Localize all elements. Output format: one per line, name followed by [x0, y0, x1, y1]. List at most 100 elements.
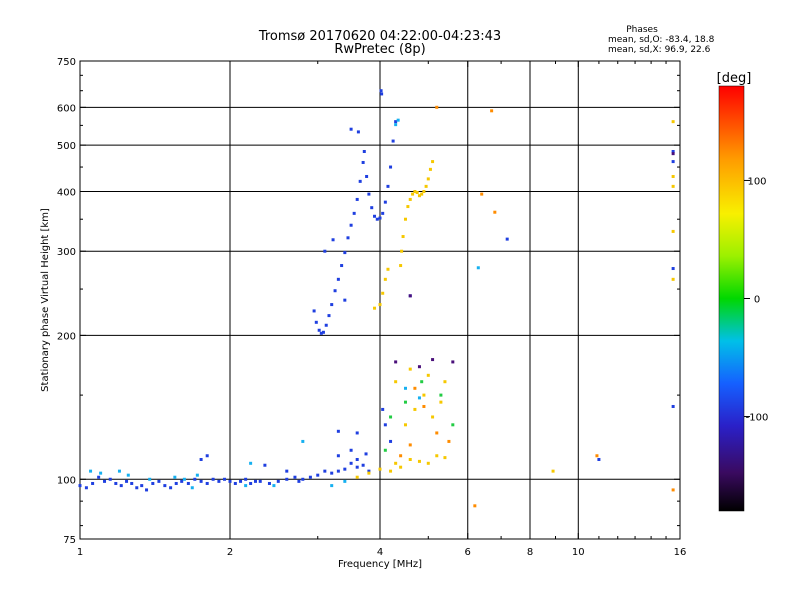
data-point [408, 197, 412, 201]
data-point [323, 469, 327, 473]
data-point [476, 266, 480, 270]
data-point [367, 192, 371, 196]
y-axis-ticks: 75 100 200 300 400 500 600 750 [57, 57, 680, 546]
data-point [182, 477, 186, 481]
data-point [331, 238, 335, 242]
y-tick-label: 400 [57, 187, 76, 198]
data-point [163, 484, 167, 488]
data-point [301, 439, 305, 443]
data-point [375, 217, 379, 221]
data-point [431, 358, 435, 362]
data-point [408, 457, 412, 461]
data-point [671, 488, 675, 492]
colorbar-ticks: 100 0 -100 [744, 176, 768, 424]
data-point [330, 484, 334, 488]
data-point [383, 200, 387, 204]
data-point [406, 205, 410, 209]
data-point [403, 423, 407, 427]
data-point [321, 330, 325, 334]
data-point [343, 479, 347, 483]
x-tick-label: 8 [527, 547, 533, 558]
data-point [119, 484, 123, 488]
data-point [383, 277, 387, 281]
y-tick-label: 750 [57, 57, 76, 68]
data-point [336, 429, 340, 433]
data-point [117, 469, 121, 473]
data-point [671, 152, 675, 156]
data-point [263, 463, 267, 467]
data-point [417, 194, 421, 198]
data-point [379, 89, 383, 93]
data-point [505, 237, 509, 241]
data-point [308, 475, 312, 479]
data-point [355, 197, 359, 201]
x-axis-ticks: 1 2 4 6 8 10 16 [77, 61, 686, 558]
data-point [223, 477, 227, 481]
y-tick-label: 100 [57, 475, 76, 486]
y-tick-label: 500 [57, 141, 76, 152]
data-point [381, 407, 385, 411]
data-point [422, 404, 426, 408]
data-point [473, 504, 477, 508]
colorbar [718, 85, 745, 512]
data-point [403, 386, 407, 390]
data-point [480, 192, 484, 196]
data-point [415, 191, 419, 195]
data-point [343, 251, 347, 255]
data-point [157, 479, 161, 483]
x-tick-label: 2 [227, 547, 233, 558]
data-point [324, 323, 328, 327]
data-point [333, 289, 337, 293]
data-point [327, 314, 331, 318]
data-point [381, 291, 385, 295]
data-point [91, 481, 95, 485]
data-point [403, 400, 407, 404]
data-point [173, 475, 177, 479]
data-point [373, 306, 377, 310]
data-point [389, 469, 393, 473]
data-point [435, 105, 439, 109]
data-point [195, 473, 199, 477]
data-point [199, 479, 203, 483]
data-point [422, 393, 426, 397]
data-point [431, 415, 435, 419]
data-point [417, 365, 421, 369]
data-point [378, 467, 382, 471]
data-point [413, 407, 417, 411]
data-point [422, 189, 426, 193]
data-point [386, 267, 390, 271]
data-point [408, 367, 412, 371]
data-point [413, 386, 417, 390]
data-point [367, 469, 371, 473]
data-point [356, 130, 360, 134]
data-point [145, 488, 149, 492]
data-point [99, 471, 103, 475]
data-point [205, 454, 209, 458]
data-point [343, 467, 347, 471]
data-point [253, 479, 257, 483]
data-point [408, 294, 412, 298]
y-tick-label: 75 [63, 535, 76, 546]
data-point [364, 452, 368, 456]
data-point [411, 192, 415, 196]
data-point [343, 298, 347, 302]
y-tick-label: 300 [57, 247, 76, 258]
data-point [297, 479, 301, 483]
data-point [435, 431, 439, 435]
data-point [403, 217, 407, 221]
data-point [205, 481, 209, 485]
data-point [355, 465, 359, 469]
data-point [349, 223, 353, 227]
stats-o-mode: mean, sd,O: -83.4, 18.8 [608, 35, 715, 45]
x-tick-label: 4 [377, 547, 383, 558]
data-point [400, 249, 404, 253]
data-point [383, 448, 387, 452]
data-point [671, 149, 675, 153]
data-point [389, 439, 393, 443]
data-point [420, 380, 424, 384]
data-point [267, 481, 271, 485]
data-point [671, 277, 675, 281]
data-point [431, 160, 435, 164]
data-point [336, 277, 340, 281]
